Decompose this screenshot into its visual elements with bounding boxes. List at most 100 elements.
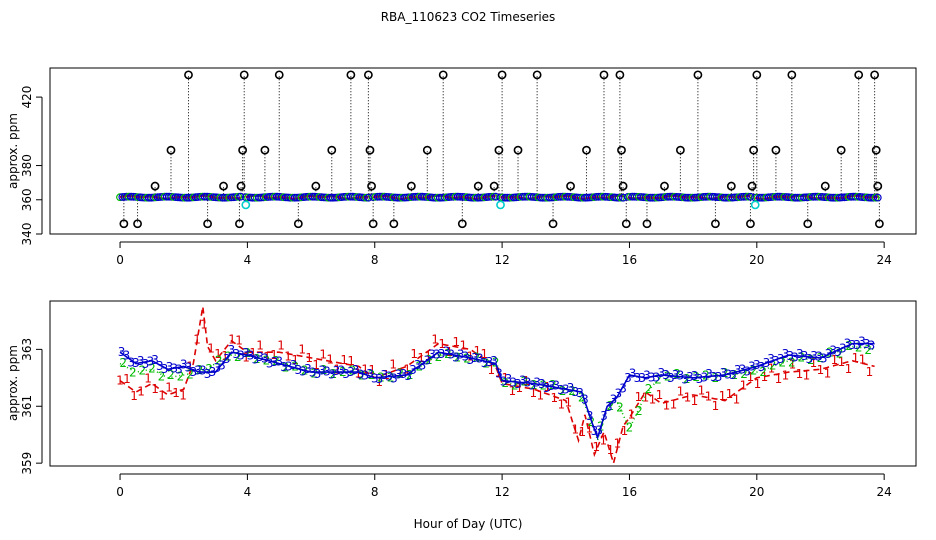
series-3-point: 3 <box>462 349 470 363</box>
series-1-point: 1 <box>747 370 755 384</box>
series-3-line <box>119 342 875 441</box>
series-1-point: 1 <box>242 351 250 365</box>
series-3-point: 3 <box>242 346 250 360</box>
x-tick-label: 0 <box>116 253 124 267</box>
spike-point <box>836 145 846 155</box>
spike-point <box>494 145 504 155</box>
series-1-point: 1 <box>635 390 643 404</box>
series-3-point: 3 <box>705 367 713 381</box>
spike-point <box>787 70 797 80</box>
series-1-point: 1 <box>305 351 313 365</box>
series-3-point: 3 <box>409 363 417 377</box>
series-1-point: 1 <box>487 363 495 377</box>
series-3-point: 3 <box>595 424 603 438</box>
series-3-point: 3 <box>586 409 594 423</box>
series-2-point: 2 <box>836 346 844 360</box>
series-1-point: 1 <box>193 332 201 346</box>
series-3-point: 3 <box>185 360 193 374</box>
spike-point <box>675 145 685 155</box>
series-1-point: 1 <box>214 347 222 361</box>
series-3-point: 3 <box>667 371 675 385</box>
y-tick-label: 360 <box>20 188 34 211</box>
series-3-point: 3 <box>605 400 613 414</box>
series-3-point: 3 <box>204 367 212 381</box>
series-3-point: 3 <box>161 362 169 376</box>
series-2-point: 2 <box>855 340 863 354</box>
series-3-point: 3 <box>662 368 670 382</box>
series-1-point: 1 <box>557 398 565 412</box>
series-1-point: 1 <box>543 380 551 394</box>
series-3-point: 3 <box>796 347 804 361</box>
series-1-point: 1 <box>515 381 523 395</box>
series-3-point: 3 <box>404 369 412 383</box>
series-2-point: 2 <box>454 351 462 365</box>
series-2-point: 2 <box>549 378 557 392</box>
series-3-point: 3 <box>318 363 326 377</box>
y-tick-label: 380 <box>20 154 34 177</box>
series-3-point: 3 <box>142 357 150 371</box>
spike-point <box>618 181 628 191</box>
series-1-point: 1 <box>361 363 369 377</box>
x-tick-label: 20 <box>749 253 764 267</box>
series-1-point: 1 <box>249 346 257 360</box>
flagged-point <box>241 200 251 210</box>
series-1-point: 1 <box>691 394 699 408</box>
baseline-point <box>614 193 623 202</box>
series-3-point: 3 <box>772 354 780 368</box>
top-panel-axes: 0 4 8 12 16 20 24 340 360 380 420 <box>20 86 892 267</box>
series-1-point: 1 <box>179 389 187 403</box>
series-3-point: 3 <box>423 354 431 368</box>
series-1-point: 1 <box>473 344 481 358</box>
spike-point <box>746 219 755 229</box>
series-3-point: 3 <box>600 409 608 423</box>
series-1-point: 1 <box>536 388 544 402</box>
series-3-point: 3 <box>419 359 427 373</box>
series-3-point: 3 <box>447 348 455 362</box>
spike-point <box>513 145 523 155</box>
spike-point <box>873 181 883 191</box>
series-1-point: 1 <box>354 366 362 380</box>
spike-point <box>438 70 448 80</box>
series-3-point: 3 <box>538 377 546 391</box>
spike-point <box>870 70 880 80</box>
series-1-point: 1 <box>368 363 376 377</box>
series-3-point: 3 <box>748 360 756 374</box>
series-3-point: 3 <box>624 371 632 385</box>
series-2-point: 2 <box>798 350 806 364</box>
series-3-point: 3 <box>299 364 307 378</box>
series-3-point: 3 <box>758 360 766 374</box>
spike-point <box>236 181 246 191</box>
series-3-point: 3 <box>834 345 842 359</box>
series-3-point: 3 <box>720 366 728 380</box>
series-1-point: 1 <box>564 395 572 409</box>
x-tick-label: 24 <box>877 253 892 267</box>
series-2-point: 2 <box>826 346 834 360</box>
series-1-point: 1 <box>719 389 727 403</box>
series-1-point: 1 <box>621 424 629 438</box>
series-1-point: 1 <box>768 362 776 376</box>
series-3-point: 3 <box>189 365 197 379</box>
baseline-point <box>236 192 245 201</box>
series-1-point: 1 <box>649 392 657 406</box>
series-3-point: 3 <box>672 368 680 382</box>
series-2-point: 2 <box>406 368 414 382</box>
spike-point <box>693 70 703 80</box>
series-1-point: 1 <box>123 372 131 386</box>
spike-point <box>711 219 720 229</box>
spike-point <box>238 145 248 155</box>
series-3-point: 3 <box>619 382 627 396</box>
spike-point <box>368 219 378 229</box>
x-tick-label: 20 <box>749 485 764 499</box>
spike-point <box>660 181 669 191</box>
series-3-point: 3 <box>237 349 245 363</box>
series-3-point: 3 <box>490 354 498 368</box>
series-3-point: 3 <box>729 368 737 382</box>
series-2-point: 2 <box>310 367 318 381</box>
series-3-point: 3 <box>557 383 565 397</box>
series-1-point: 1 <box>852 351 860 365</box>
x-tick-label: 12 <box>494 253 509 267</box>
flagged-point <box>496 200 505 210</box>
series-2-point: 2 <box>626 421 634 435</box>
series-3-point: 3 <box>533 376 541 390</box>
series-3-point: 3 <box>691 369 699 383</box>
